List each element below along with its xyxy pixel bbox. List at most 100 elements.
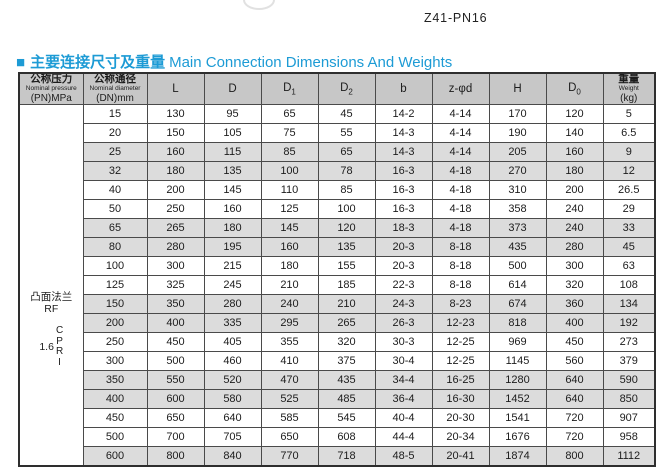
cell-d1: 145 [260, 218, 319, 238]
cell-zd: 20-30 [431, 408, 490, 428]
table-body: 凸面法兰 RF 1.6 C P R I 15 130 95 65 45 14-2 4-14 170 120 5 2… [18, 104, 656, 467]
table-row: 250 450 405 355 320 30-3 12-25 969 450 273 [19, 332, 656, 352]
cell-d: 95 [203, 104, 262, 124]
cell-l: 150 [146, 123, 205, 143]
cell-d1: 210 [260, 275, 319, 295]
cell-d1: 85 [260, 142, 319, 162]
cell-h: 1452 [488, 389, 547, 409]
cell-zd: 12-23 [431, 313, 490, 333]
section-title: ■ 主要连接尺寸及重量 Main Connection Dimensions And… [16, 51, 452, 72]
pressure-rating-value: 1.6 [39, 341, 54, 353]
cell-b: 16-3 [374, 180, 433, 200]
cell-b: 20-3 [374, 256, 433, 276]
cell-zd: 4-18 [431, 180, 490, 200]
cell-h: 358 [488, 199, 547, 219]
cell-d1: 470 [260, 370, 319, 390]
cell-weight: 108 [602, 275, 656, 295]
cell-d2: 320 [317, 332, 376, 352]
cell-d: 195 [203, 237, 262, 257]
cell-h: 190 [488, 123, 547, 143]
cell-b: 16-3 [374, 199, 433, 219]
cell-d2: 135 [317, 237, 376, 257]
cell-dn: 300 [82, 351, 148, 371]
cell-d2: 100 [317, 199, 376, 219]
cell-d0: 450 [545, 332, 604, 352]
cell-d0: 240 [545, 218, 604, 238]
cell-zd: 16-25 [431, 370, 490, 390]
cell-d0: 640 [545, 389, 604, 409]
table-row: 32 180 135 100 78 16-3 4-18 270 180 12 [19, 161, 656, 181]
cell-d1: 110 [260, 180, 319, 200]
diameter-header-unit: (DN)mm [96, 92, 134, 104]
cell-b: 30-4 [374, 351, 433, 371]
cropped-drawing-arc [243, 0, 275, 10]
header-row: 公称压力 Nominal pressure (PN)MPa 公称通径 Nomin… [18, 72, 656, 105]
table-row: 凸面法兰 RF 1.6 C P R I 15 130 95 65 45 14-2 4-14 170 120 5 [18, 104, 656, 467]
cell-dn: 350 [82, 370, 148, 390]
model-label: Z41-PN16 [424, 11, 488, 25]
cell-l: 700 [146, 427, 205, 447]
cell-d: 115 [203, 142, 262, 162]
cell-l: 550 [146, 370, 205, 390]
cell-weight: 26.5 [602, 180, 656, 200]
flange-type-en: RF [44, 303, 59, 315]
cell-zd: 4-18 [431, 161, 490, 181]
cell-d0: 720 [545, 427, 604, 447]
cell-h: 435 [488, 237, 547, 257]
cell-zd: 8-18 [431, 256, 490, 276]
cell-d0: 120 [545, 104, 604, 124]
cell-zd: 20-34 [431, 427, 490, 447]
cell-b: 14-2 [374, 104, 433, 124]
cell-zd: 20-41 [431, 446, 490, 467]
cell-l: 650 [146, 408, 205, 428]
cell-l: 800 [146, 446, 205, 467]
cell-d0: 280 [545, 237, 604, 257]
cell-d1: 525 [260, 389, 319, 409]
cell-h: 270 [488, 161, 547, 181]
cell-l: 500 [146, 351, 205, 371]
cell-dn: 15 [82, 104, 148, 124]
cell-d2: 55 [317, 123, 376, 143]
cell-weight: 5 [602, 104, 656, 124]
table-row: 450 650 640 585 545 40-4 20-30 1541 720 907 [19, 408, 656, 428]
cell-d: 135 [203, 161, 262, 181]
cell-dn: 25 [82, 142, 148, 162]
cell-dn: 65 [82, 218, 148, 238]
diameter-header-zh: 公称通径 [94, 73, 136, 86]
cell-d2: 435 [317, 370, 376, 390]
pressure-rating-group: 1.6 C P R I [20, 323, 82, 371]
table-row: 500 700 705 650 608 44-4 20-34 1676 720 958 [19, 427, 656, 447]
cell-h: 373 [488, 218, 547, 238]
cell-d1: 180 [260, 256, 319, 276]
pressure-header-en: Nominal pressure [25, 85, 77, 93]
cell-b: 14-3 [374, 123, 433, 143]
cell-l: 600 [146, 389, 205, 409]
header-cell-L: L [146, 72, 205, 105]
cell-d2: 65 [317, 142, 376, 162]
cell-b: 34-4 [374, 370, 433, 390]
cell-d: 215 [203, 256, 262, 276]
cell-d1: 650 [260, 427, 319, 447]
table-row: 200 400 335 295 265 26-3 12-23 818 400 192 [19, 313, 656, 333]
cell-d1: 75 [260, 123, 319, 143]
cell-d: 145 [203, 180, 262, 200]
cell-zd: 8-18 [431, 275, 490, 295]
cell-d0: 720 [545, 408, 604, 428]
cell-zd: 4-14 [431, 123, 490, 143]
cell-d2: 375 [317, 351, 376, 371]
cell-zd: 16-30 [431, 389, 490, 409]
cell-h: 614 [488, 275, 547, 295]
cell-b: 36-4 [374, 389, 433, 409]
cell-weight: 45 [602, 237, 656, 257]
cell-d1: 160 [260, 237, 319, 257]
cell-b: 20-3 [374, 237, 433, 257]
cell-dn: 20 [82, 123, 148, 143]
header-cell-D: D [203, 72, 262, 105]
cell-weight: 1112 [602, 446, 656, 467]
cell-dn: 125 [82, 275, 148, 295]
cell-l: 200 [146, 180, 205, 200]
header-cell-diameter: 公称通径 Nominal diameter (DN)mm [82, 72, 148, 105]
cell-weight: 33 [602, 218, 656, 238]
table-row: 300 500 460 410 375 30-4 12-25 1145 560 379 [19, 351, 656, 371]
table-row: 600 800 840 770 718 48-5 20-41 1874 800 1112 [19, 446, 656, 467]
